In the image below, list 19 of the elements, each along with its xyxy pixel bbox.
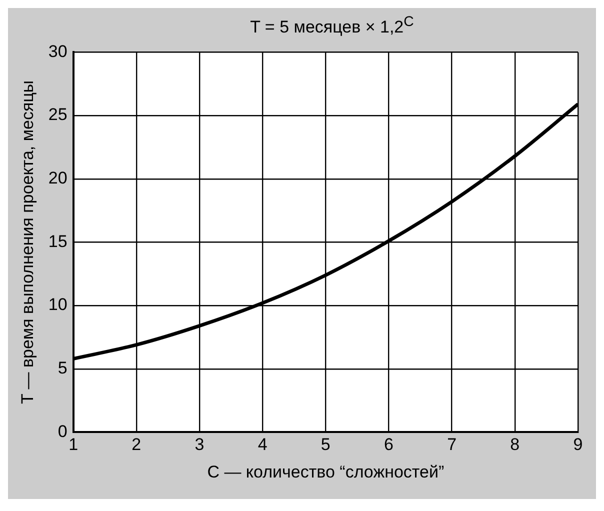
x-tick-label: 8 <box>510 435 520 454</box>
x-tick-label: 4 <box>258 435 268 454</box>
y-tick-label: 10 <box>48 295 68 314</box>
y-tick-label: 20 <box>48 168 68 188</box>
y-tick-label: 25 <box>48 105 68 124</box>
x-tick-label: 9 <box>573 435 583 454</box>
x-tick-label: 1 <box>68 435 78 454</box>
x-tick-label: 6 <box>384 435 394 454</box>
y-tick-label: 0 <box>58 422 68 441</box>
x-tick-label: 3 <box>194 435 204 454</box>
chart-title: T = 5 месяцев × 1,2$^{C}$ <box>249 14 415 37</box>
y-tick-label: 5 <box>58 358 68 378</box>
y-tick-label: 30 <box>48 42 68 61</box>
x-tick-label: 2 <box>132 435 142 454</box>
y-tick-label: 15 <box>48 232 68 251</box>
x-tick-label: 7 <box>447 435 457 454</box>
y-axis-title: T — время выполнения проекта, месяцы <box>18 80 37 404</box>
x-axis-title: C — количество “сложностей” <box>207 462 444 482</box>
x-tick-label: 5 <box>320 435 330 454</box>
